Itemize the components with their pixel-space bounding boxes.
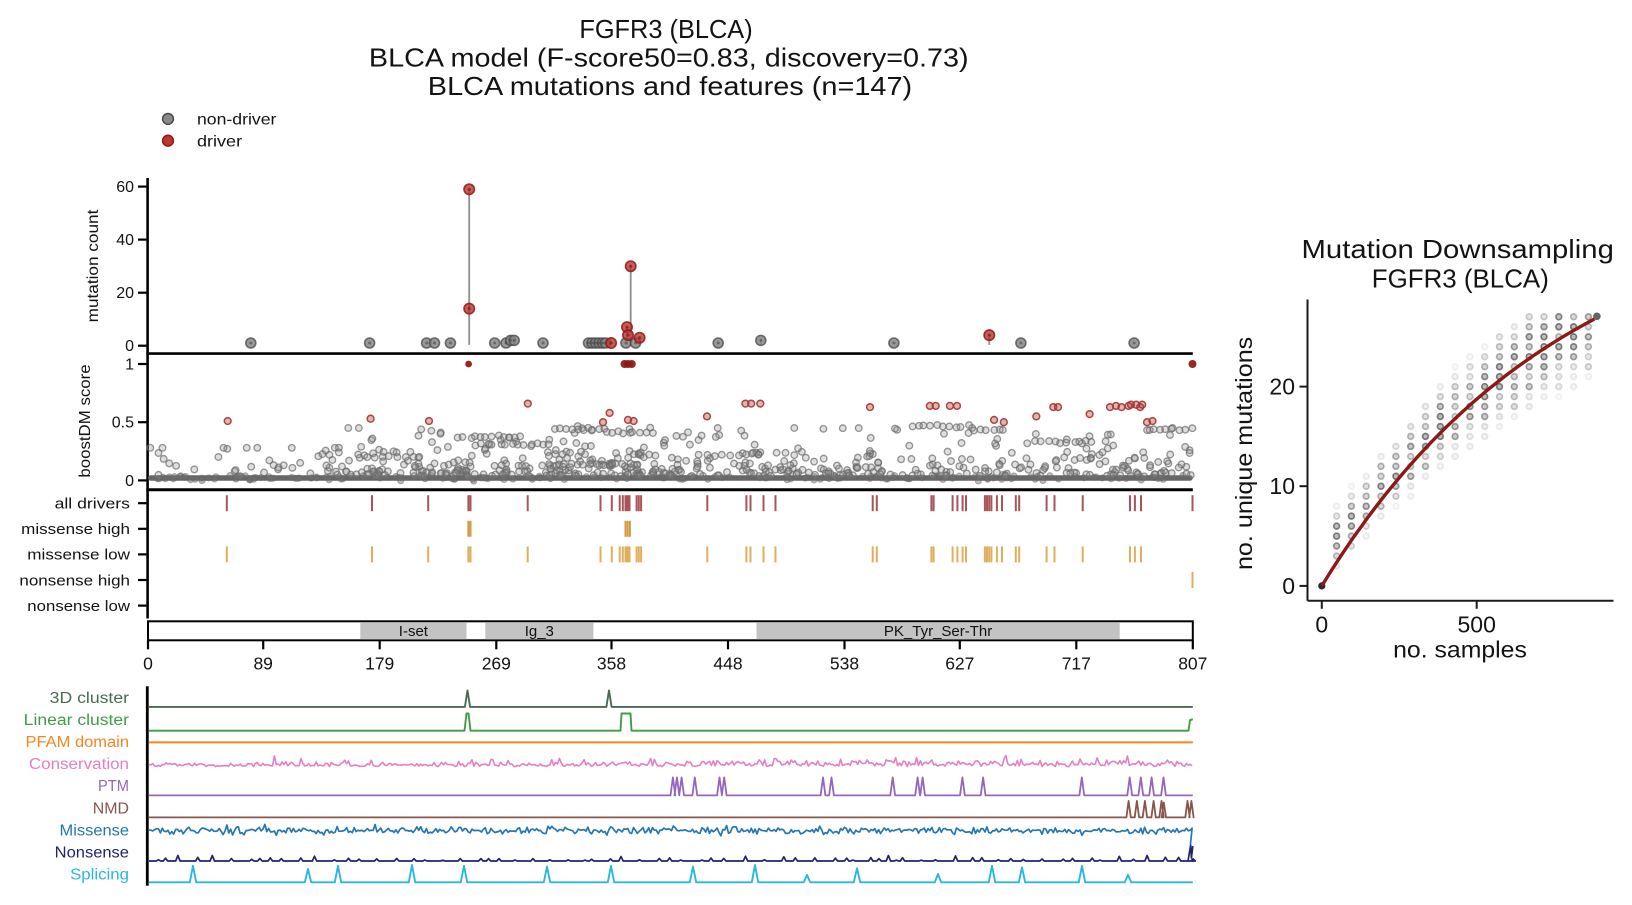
svg-text:FGFR3 (BLCA): FGFR3 (BLCA) xyxy=(579,14,752,44)
svg-text:Linear cluster: Linear cluster xyxy=(24,712,129,729)
svg-text:missense high: missense high xyxy=(21,521,130,538)
svg-text:Mutation Downsampling: Mutation Downsampling xyxy=(1302,234,1614,264)
svg-text:non-driver: non-driver xyxy=(197,112,277,129)
svg-text:nonsense low: nonsense low xyxy=(27,598,130,615)
svg-text:all drivers: all drivers xyxy=(55,496,130,513)
svg-text:500: 500 xyxy=(1458,612,1496,638)
svg-text:boostDM score: boostDM score xyxy=(77,364,94,477)
svg-text:20: 20 xyxy=(1269,374,1295,400)
svg-text:mutation count: mutation count xyxy=(85,209,102,322)
svg-text:807: 807 xyxy=(1178,653,1207,673)
svg-text:Nonsense: Nonsense xyxy=(55,845,129,862)
svg-text:538: 538 xyxy=(830,653,859,673)
svg-text:269: 269 xyxy=(482,653,511,673)
svg-text:89: 89 xyxy=(253,653,272,673)
svg-text:0: 0 xyxy=(125,473,134,490)
svg-text:60: 60 xyxy=(116,179,134,196)
svg-text:NMD: NMD xyxy=(93,800,129,817)
svg-text:FGFR3 (BLCA): FGFR3 (BLCA) xyxy=(1372,264,1549,294)
svg-text:Splicing: Splicing xyxy=(70,867,129,884)
svg-text:PTM: PTM xyxy=(98,778,129,795)
svg-text:0.5: 0.5 xyxy=(112,415,134,432)
svg-text:448: 448 xyxy=(713,653,742,673)
svg-text:20: 20 xyxy=(116,285,134,302)
svg-text:0: 0 xyxy=(143,653,153,673)
svg-text:627: 627 xyxy=(945,653,974,673)
svg-text:no. unique mutations: no. unique mutations xyxy=(1231,337,1257,570)
svg-text:179: 179 xyxy=(365,653,394,673)
svg-text:358: 358 xyxy=(597,653,626,673)
svg-text:PK_Tyr_Ser-Thr: PK_Tyr_Ser-Thr xyxy=(884,623,992,640)
svg-text:40: 40 xyxy=(116,232,134,249)
svg-text:0: 0 xyxy=(1315,612,1328,638)
svg-text:Missense: Missense xyxy=(60,822,130,839)
svg-text:nonsense high: nonsense high xyxy=(19,572,130,589)
svg-text:no. samples: no. samples xyxy=(1393,637,1527,663)
svg-text:BLCA mutations and features (n: BLCA mutations and features (n=147) xyxy=(428,71,912,101)
svg-text:BLCA model (F-score50=0.83, di: BLCA model (F-score50=0.83, discovery=0.… xyxy=(369,43,969,73)
svg-text:driver: driver xyxy=(197,133,243,150)
svg-text:3D cluster: 3D cluster xyxy=(50,690,129,707)
svg-text:1: 1 xyxy=(125,357,134,374)
svg-text:I-set: I-set xyxy=(399,623,429,640)
svg-text:Ig_3: Ig_3 xyxy=(525,623,554,640)
svg-text:717: 717 xyxy=(1062,653,1091,673)
svg-text:0: 0 xyxy=(125,338,134,355)
svg-text:PFAM domain: PFAM domain xyxy=(26,734,130,751)
svg-text:0: 0 xyxy=(1282,573,1295,599)
svg-text:Conservation: Conservation xyxy=(29,756,129,773)
svg-text:10: 10 xyxy=(1269,473,1295,499)
svg-text:missense low: missense low xyxy=(27,547,130,564)
